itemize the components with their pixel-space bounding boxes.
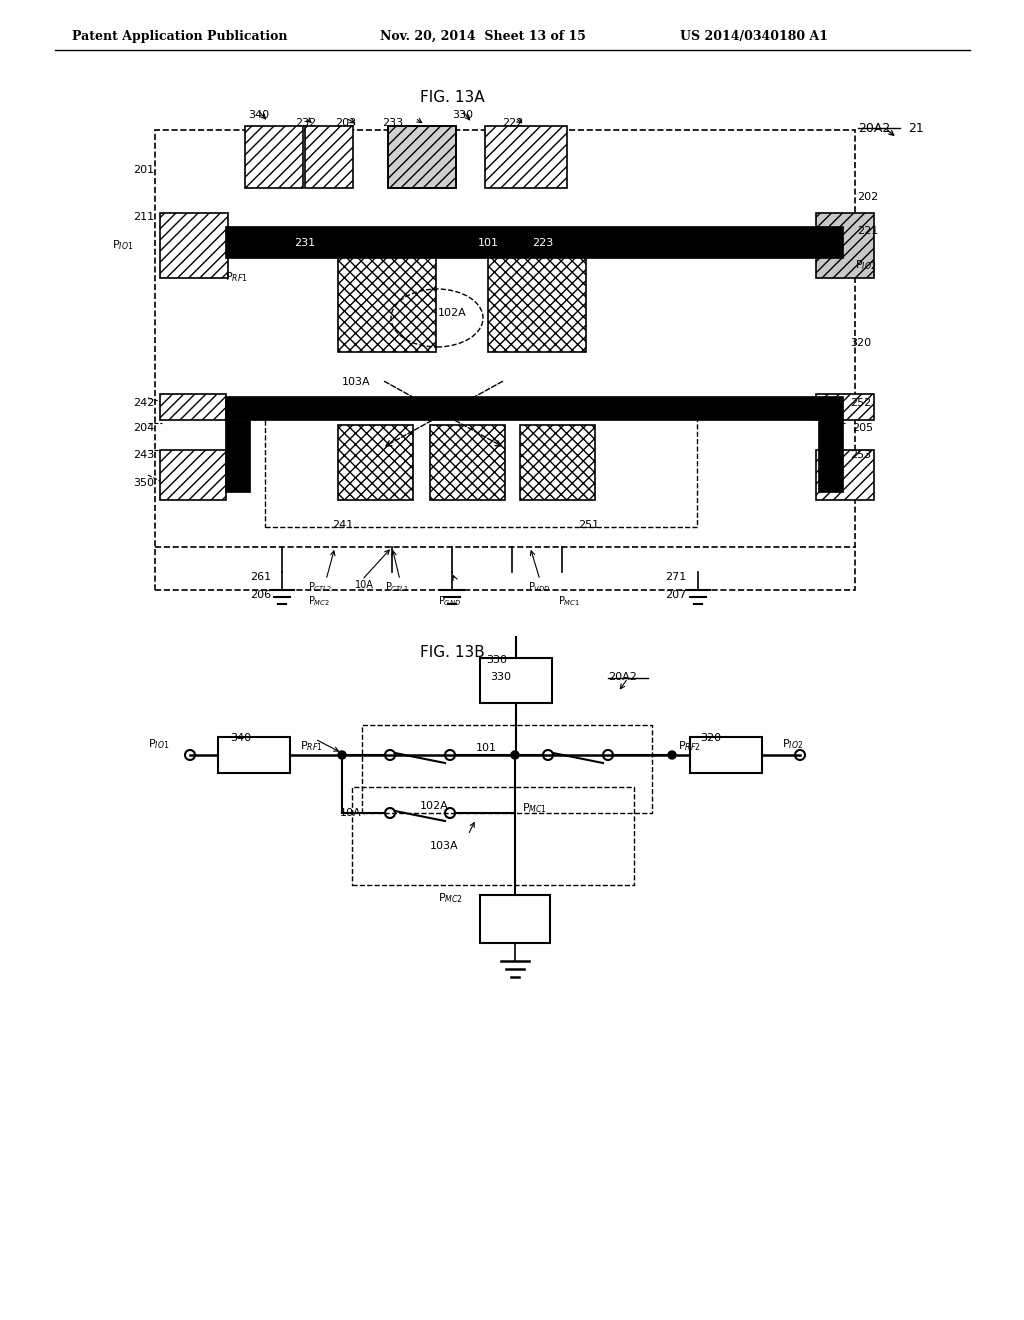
Text: 207: 207: [665, 590, 686, 601]
Text: P$_{RF2}$: P$_{RF2}$: [658, 240, 681, 253]
Bar: [690, 737, 762, 774]
Text: 320: 320: [700, 733, 721, 743]
Text: 206: 206: [250, 590, 271, 601]
Text: 101: 101: [476, 743, 497, 752]
Bar: [305, 125, 353, 187]
Text: 103A: 103A: [342, 378, 371, 387]
Bar: [155, 129, 855, 590]
Bar: [488, 253, 586, 352]
Bar: [520, 425, 595, 500]
Text: 242: 242: [133, 399, 155, 408]
Text: FIG. 13A: FIG. 13A: [420, 90, 484, 106]
Text: Patent Application Publication: Patent Application Publication: [72, 30, 288, 44]
Text: 101: 101: [478, 238, 499, 248]
Text: 340: 340: [248, 110, 269, 120]
Bar: [485, 125, 567, 187]
Text: P$_{CTL2}$: P$_{CTL2}$: [308, 579, 332, 594]
Bar: [818, 420, 843, 492]
Bar: [480, 657, 552, 704]
Bar: [225, 420, 250, 492]
Text: 221: 221: [857, 226, 879, 236]
Text: P$_{MC2}$: P$_{MC2}$: [308, 594, 330, 607]
Text: 243: 243: [133, 450, 155, 459]
Text: P$_{MC1}$: P$_{MC1}$: [558, 594, 581, 607]
Bar: [816, 450, 874, 500]
Text: 252: 252: [850, 399, 871, 408]
Text: P$_{VDD}$: P$_{VDD}$: [528, 579, 551, 594]
Text: 20A2: 20A2: [608, 672, 637, 682]
Bar: [352, 787, 634, 884]
Text: 261: 261: [250, 572, 271, 582]
Bar: [245, 125, 303, 187]
Circle shape: [338, 751, 346, 759]
Bar: [430, 425, 505, 500]
Text: 223: 223: [532, 238, 553, 248]
Text: 232: 232: [295, 117, 316, 128]
Text: P$_{GND}$: P$_{GND}$: [438, 594, 461, 607]
Bar: [160, 213, 228, 279]
Bar: [388, 125, 456, 187]
Text: Nov. 20, 2014  Sheet 13 of 15: Nov. 20, 2014 Sheet 13 of 15: [380, 30, 586, 44]
Text: 271: 271: [665, 572, 686, 582]
Text: 21: 21: [908, 121, 924, 135]
Text: P$_{MC1}$: P$_{MC1}$: [522, 801, 547, 814]
Bar: [388, 125, 456, 187]
Text: P$_{IO1}$: P$_{IO1}$: [112, 238, 133, 252]
Text: 201: 201: [133, 165, 155, 176]
Text: 10A: 10A: [355, 579, 374, 590]
Text: 241: 241: [332, 520, 353, 531]
Text: 102A: 102A: [420, 801, 449, 810]
Text: 330: 330: [486, 655, 507, 665]
Text: 330: 330: [490, 672, 511, 682]
Bar: [160, 393, 226, 420]
Text: 203: 203: [335, 117, 356, 128]
Text: 340: 340: [230, 733, 251, 743]
Bar: [225, 226, 843, 257]
Bar: [362, 725, 652, 813]
Text: 10A: 10A: [340, 808, 361, 818]
Text: 20A2: 20A2: [858, 121, 890, 135]
Circle shape: [668, 751, 676, 759]
Text: P$_{IO1}$: P$_{IO1}$: [148, 737, 170, 751]
Bar: [218, 737, 290, 774]
Text: 233: 233: [382, 117, 403, 128]
Text: P$_{RF2}$: P$_{RF2}$: [678, 739, 700, 752]
Text: US 2014/0340180 A1: US 2014/0340180 A1: [680, 30, 828, 44]
Bar: [160, 450, 226, 500]
Text: P$_{IO2}$: P$_{IO2}$: [855, 257, 877, 272]
Text: FIG. 13B: FIG. 13B: [420, 645, 484, 660]
Text: 350: 350: [133, 478, 154, 488]
Text: 202: 202: [857, 191, 879, 202]
Text: 204: 204: [133, 422, 155, 433]
Bar: [480, 895, 550, 942]
Text: P$_{MC2}$: P$_{MC2}$: [438, 891, 463, 904]
Text: 205: 205: [852, 422, 873, 433]
Bar: [816, 213, 874, 279]
Bar: [338, 253, 436, 352]
Text: 231: 231: [294, 238, 315, 248]
Text: P$_{CTL1}$: P$_{CTL1}$: [385, 579, 410, 594]
Text: 251: 251: [578, 520, 599, 531]
Circle shape: [511, 751, 519, 759]
Text: 211: 211: [133, 213, 155, 222]
Bar: [225, 396, 843, 420]
Text: P$_{RF1}$: P$_{RF1}$: [300, 739, 323, 752]
Text: 330: 330: [452, 110, 473, 120]
Text: 103A: 103A: [430, 841, 459, 851]
Text: 320: 320: [850, 338, 871, 348]
Text: 222: 222: [502, 117, 523, 128]
Bar: [816, 393, 874, 420]
Bar: [265, 405, 697, 527]
Bar: [338, 425, 413, 500]
Text: 102A: 102A: [438, 308, 467, 318]
Text: 253: 253: [850, 450, 871, 459]
Text: P$_{RF1}$: P$_{RF1}$: [225, 271, 248, 284]
Text: P$_{IO2}$: P$_{IO2}$: [782, 737, 804, 751]
